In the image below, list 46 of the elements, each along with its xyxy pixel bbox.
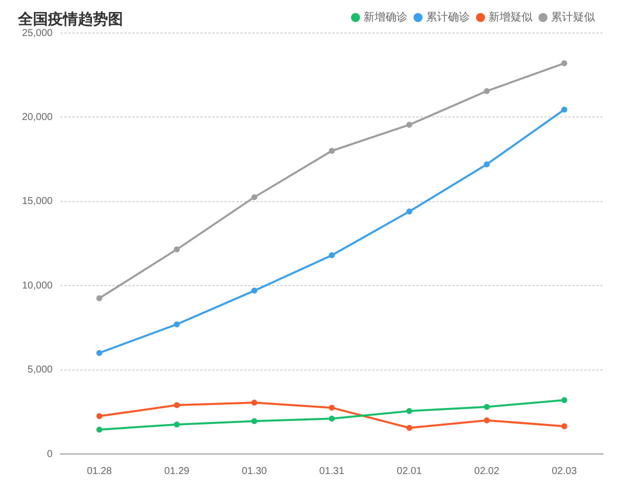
point — [251, 194, 258, 200]
point — [96, 426, 102, 433]
y-tick-label: 5,000 — [28, 364, 54, 376]
point — [328, 404, 335, 411]
y-tick-label: 25,000 — [22, 28, 54, 39]
y-tick-label: 15,000 — [22, 196, 54, 208]
y-tick-label: 0 — [47, 448, 54, 460]
point — [251, 288, 258, 294]
point — [251, 400, 258, 406]
point — [406, 424, 412, 431]
point — [174, 402, 180, 408]
point — [174, 422, 180, 428]
point — [561, 423, 568, 430]
x-tick-label: 01.31 — [319, 466, 345, 477]
x-tick-label: 01.30 — [242, 466, 268, 477]
x-tick-label: 01.28 — [86, 466, 112, 477]
x-tick-label: 02.03 — [552, 466, 578, 477]
point — [328, 252, 335, 258]
x-tick-label: 02.02 — [474, 466, 500, 477]
point — [96, 413, 102, 420]
point — [484, 417, 490, 424]
point — [561, 397, 568, 404]
point — [406, 122, 412, 128]
chart-title: 全国疫情趋势图 — [18, 10, 123, 29]
legend-label: 新增确诊 — [364, 10, 408, 24]
point — [484, 88, 490, 94]
point — [484, 161, 490, 168]
y-tick-label: 10,000 — [22, 280, 54, 292]
point — [561, 106, 568, 113]
legend-label: 累计确诊 — [426, 10, 470, 24]
x-tick-label: 02.01 — [396, 466, 422, 477]
point — [328, 416, 335, 422]
legend-label: 新增疑似 — [488, 10, 532, 24]
point — [406, 208, 412, 215]
point — [406, 408, 412, 414]
point — [174, 321, 180, 328]
y-tick-label: 20,000 — [22, 112, 54, 123]
point — [561, 60, 568, 66]
point — [174, 246, 180, 252]
point — [251, 418, 258, 424]
point — [96, 350, 102, 356]
point — [484, 404, 490, 410]
point — [96, 295, 102, 302]
x-tick-label: 01.29 — [164, 466, 190, 477]
legend-label: 累计疑似 — [551, 10, 595, 24]
point — [328, 148, 335, 154]
